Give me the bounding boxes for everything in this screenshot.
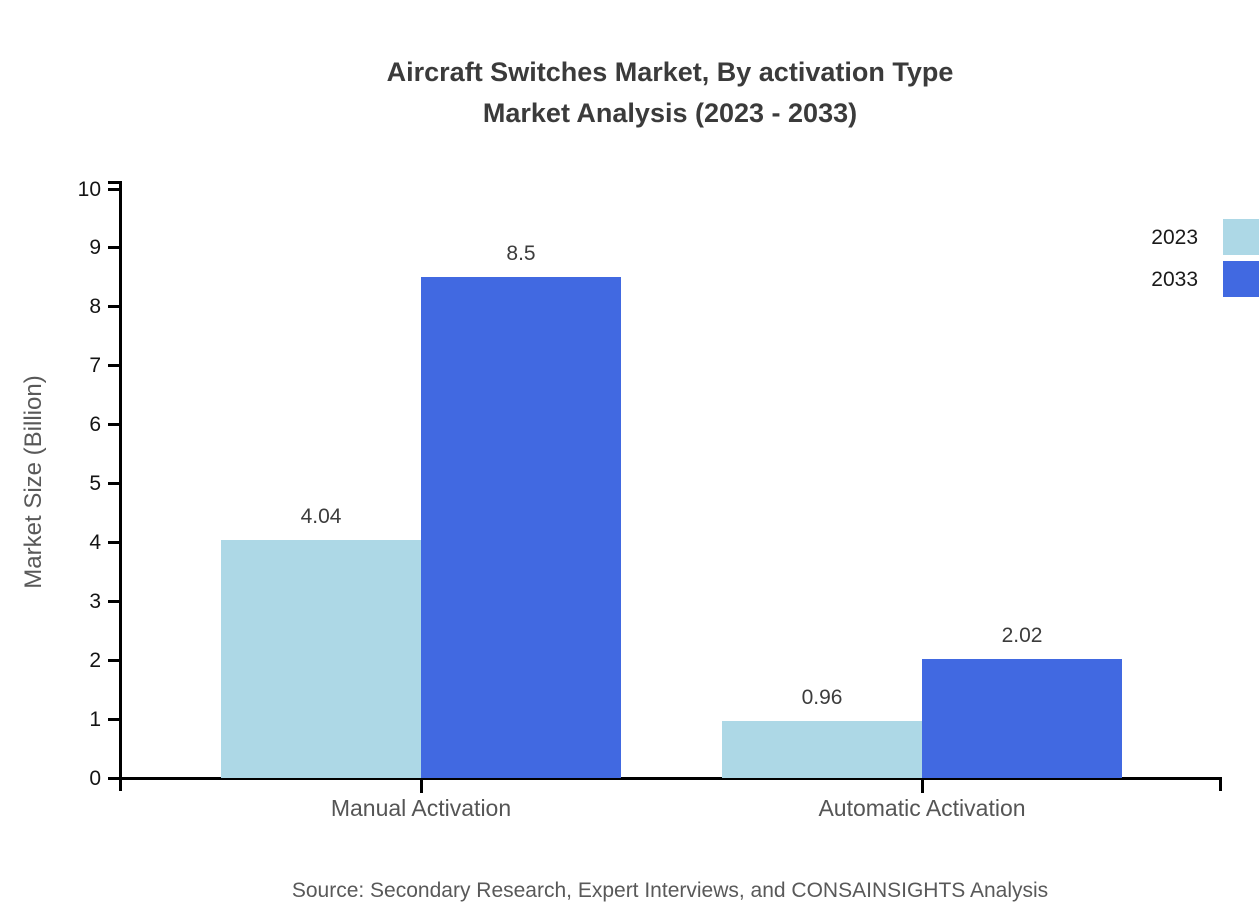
y-tick-label: 4 [89,530,101,554]
bar-value-label: 0.96 [801,686,843,710]
chart-title: Aircraft Switches Market, By activation … [80,52,1260,134]
y-tick-label: 2 [89,648,101,672]
y-tick-label: 6 [89,413,101,437]
y-tick-label: 8 [89,295,101,319]
legend-label-2023: 2023 [1151,226,1198,249]
x-tick-mark [419,780,423,793]
y-tick-mark [108,776,121,780]
x-tick-mark [920,780,924,793]
y-tick-label: 3 [89,589,101,613]
legend-label-2033: 2033 [1151,268,1198,291]
y-tick-mark [108,599,121,603]
bar-2023-automatic-activation [722,721,922,778]
y-tick-label: 0 [89,766,101,790]
y-tick-mark [108,482,121,485]
source-note: Source: Secondary Research, Expert Inter… [291,879,1049,902]
chart-title-line1: Aircraft Switches Market, By activation … [386,57,954,87]
bar-value-label: 2.02 [1001,624,1043,648]
y-tick-mark [108,364,121,368]
y-axis-line [119,181,122,791]
y-tick-label: 10 [77,177,101,201]
bar-2033-manual-activation [421,277,621,778]
y-tick-label: 1 [89,707,101,731]
x-tick-label-1: Manual Activation [330,795,512,821]
y-tick-label: 5 [89,472,101,495]
y-tick-label: 7 [89,354,101,378]
y-tick-mark [108,305,121,309]
bar-2033-automatic-activation [922,659,1122,778]
bar-2023-manual-activation [221,540,421,778]
x-tick-label-2: Automatic Activation [818,795,1026,821]
x-axis-right-cap-tick [1219,778,1222,791]
y-tick-mark [108,423,121,427]
bar-value-label: 8.5 [506,242,536,266]
y-tick-mark [108,246,121,250]
y-tick-mark [108,658,121,662]
y-axis-top-cap-tick [108,181,121,184]
y-tick-mark [108,540,121,544]
y-tick-mark [108,717,121,721]
legend-swatch-2023 [1223,219,1259,255]
y-tick-mark [108,187,121,191]
y-tick-label: 9 [89,236,101,260]
legend-swatch-2033 [1223,261,1259,297]
bar-value-label: 4.04 [300,505,342,529]
y-axis-title: Market Size (Billion) [20,375,47,589]
x-axis-line [108,777,1222,780]
chart-title-line2: Market Analysis (2023 - 2033) [482,98,858,128]
